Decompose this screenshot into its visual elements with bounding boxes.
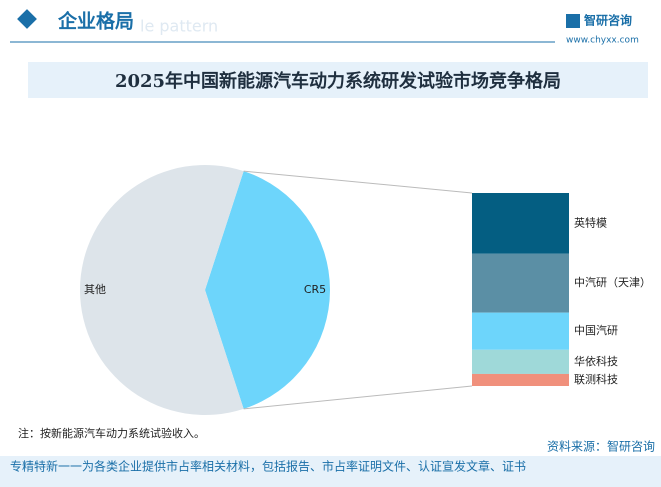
url: www.chyxx.com xyxy=(566,36,639,46)
watermark: le pattern xyxy=(140,17,218,36)
bar-segment xyxy=(472,312,569,350)
chart-title: 2025年中国新能源汽车动力系统研发试验市场竞争格局 xyxy=(115,70,561,92)
pie-label: 其他 xyxy=(84,283,106,296)
bar-label: 中汽研（天津） xyxy=(574,275,651,289)
bar-segment xyxy=(472,253,569,313)
brand-logo xyxy=(566,14,580,28)
note: 注：按新能源汽车动力系统试验收入。 xyxy=(18,426,205,440)
connector xyxy=(243,385,473,410)
bar-label: 英特模 xyxy=(574,215,607,229)
pie-slice xyxy=(205,171,330,409)
title-band xyxy=(28,62,648,98)
connector xyxy=(243,170,473,194)
bar-segment xyxy=(472,193,569,254)
section-title: 企业格局 xyxy=(57,10,134,33)
bar-segment xyxy=(472,349,569,374)
footer-band xyxy=(0,456,661,487)
header-icon xyxy=(17,9,37,29)
brand: 智研咨询 xyxy=(583,13,632,28)
source: 资料来源：智研咨询 xyxy=(547,439,655,454)
pie-slice xyxy=(80,165,244,415)
bar-label: 中国汽研 xyxy=(574,323,618,337)
bar-label: 华依科技 xyxy=(574,354,618,368)
footer: 专精特新一一为各类企业提供市占率相关材料，包括报告、市占率证明文件、认证宣发文章… xyxy=(10,459,526,474)
bar-segment xyxy=(472,373,569,386)
bar-label: 联测科技 xyxy=(574,372,618,386)
pie-label: CR5 xyxy=(304,283,326,296)
